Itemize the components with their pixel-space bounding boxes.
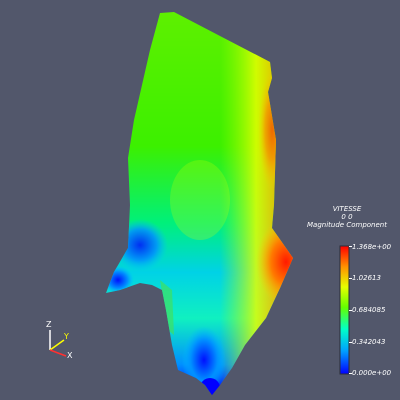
y-axis-line	[49, 339, 65, 351]
x-axis-label: X	[67, 351, 73, 360]
colorbar-tick-label-2: 0.684085	[352, 306, 386, 314]
x-axis-line	[49, 349, 67, 357]
scalar-bar-title: VITESSE	[332, 205, 362, 213]
colorbar-tick	[349, 342, 352, 343]
scalar-bar-subtitle: 0 0	[341, 213, 353, 221]
colorbar-tick-label-min: 0.000e+00	[352, 369, 392, 377]
colorbar-tick-label-1: 0.342043	[352, 338, 386, 346]
colorbar-tick	[349, 278, 352, 279]
colorbar-tick	[349, 310, 352, 311]
colorbar-tick-label-max: 1.368e+00	[352, 243, 392, 251]
velocity-surface[interactable]	[102, 0, 316, 400]
colorbar-tick	[349, 246, 352, 247]
y-axis-label: Y	[64, 332, 69, 341]
colorbar-tick-label-3: 1.02613	[352, 274, 381, 282]
colorbar-tick	[349, 373, 352, 374]
scalar-bar-component: Magnitude Component	[307, 221, 387, 229]
orientation-axes[interactable]	[49, 330, 67, 357]
colorbar-gradient	[339, 245, 350, 375]
z-axis-label: Z	[46, 320, 52, 329]
